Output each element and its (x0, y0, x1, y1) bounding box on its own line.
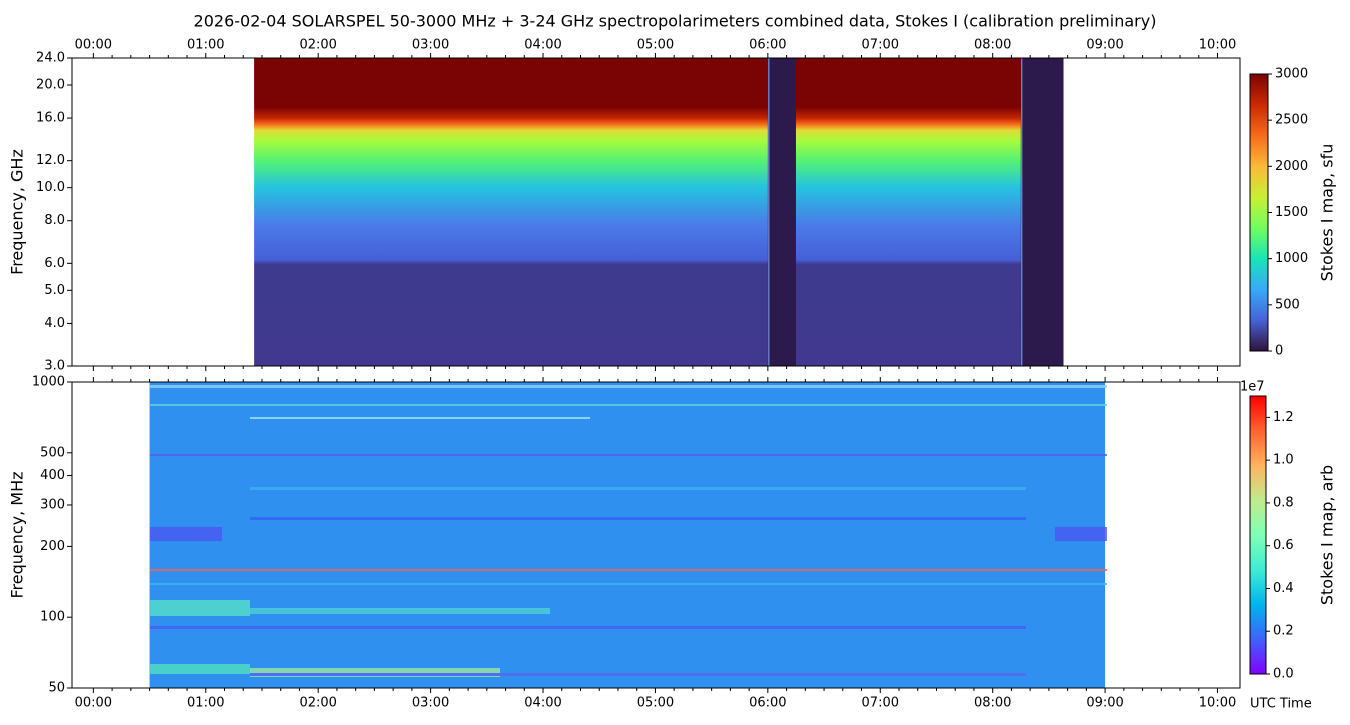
colorbar-tick-label: 1500 (1275, 205, 1308, 220)
colorbar-tick-label: 1.0 (1273, 453, 1294, 468)
colorbar-label: Stokes I map, sfu (1318, 144, 1337, 282)
x-tick-label: 02:00 (299, 38, 336, 53)
x-tick-label: 09:00 (1086, 38, 1123, 53)
colorbar-tick-label: 0.4 (1273, 581, 1294, 596)
colorbar-tick-label: 0.8 (1273, 495, 1294, 510)
axes-frame (71, 381, 1241, 689)
colorbar-tick-label: 0.6 (1273, 538, 1294, 553)
y-tick-label: 20.0 (36, 78, 65, 93)
colorbar-tick-label: 1000 (1275, 251, 1308, 266)
x-tick-label: 05:00 (637, 38, 674, 53)
x-tick-label: 06:00 (749, 696, 786, 711)
y-tick-label: 50 (48, 681, 65, 696)
y-tick-label: 4.0 (44, 316, 65, 331)
data-gap (767, 58, 796, 366)
colorbar-label: Stokes I map, arb (1318, 465, 1337, 605)
colorbar-offset: 1e7 (1240, 380, 1265, 395)
x-tick-label: 00:00 (75, 38, 112, 53)
x-tick-label: 02:00 (299, 696, 336, 711)
x-tick-label: 04:00 (524, 38, 561, 53)
x-tick-label: 08:00 (974, 38, 1011, 53)
x-tick-label: 03:00 (412, 38, 449, 53)
colorbar-tick-label: 0.0 (1273, 667, 1294, 682)
spectrogram (149, 382, 1106, 688)
spectrogram (254, 58, 1064, 366)
chart-title: 2026-02-04 SOLARSPEL 50-3000 MHz + 3-24 … (194, 12, 1157, 31)
colorbar-tick-label: 2000 (1275, 159, 1308, 174)
y-tick-label: 200 (40, 539, 65, 554)
axes-frame (71, 57, 1241, 367)
colorbar-tick-label: 0 (1275, 344, 1283, 359)
y-axis-label: Frequency, MHz (8, 471, 27, 598)
y-tick-label: 12.0 (36, 153, 65, 168)
y-tick-label: 400 (40, 468, 65, 483)
y-tick-label: 3.0 (44, 359, 65, 374)
x-tick-label: 00:00 (75, 696, 112, 711)
x-tick-label: 07:00 (862, 38, 899, 53)
colorbar-tick-label: 500 (1275, 297, 1300, 312)
y-tick-label: 6.0 (44, 256, 65, 271)
y-tick-label: 100 (40, 610, 65, 625)
y-tick-label: 1000 (32, 375, 65, 390)
y-tick-label: 10.0 (36, 180, 65, 195)
x-tick-label: 01:00 (187, 38, 224, 53)
y-tick-label: 16.0 (36, 111, 65, 126)
colorbar-tick-label: 0.2 (1273, 624, 1294, 639)
data-gap (1020, 58, 1064, 366)
x-tick-label: 04:00 (524, 696, 561, 711)
x-tick-label: 07:00 (862, 696, 899, 711)
colorbar (1249, 73, 1269, 352)
x-tick-label: 01:00 (187, 696, 224, 711)
x-tick-label: 09:00 (1086, 696, 1123, 711)
colorbar-tick-label: 3000 (1275, 67, 1308, 82)
y-tick-label: 5.0 (44, 283, 65, 298)
colorbar-tick-label: 1.2 (1273, 410, 1294, 425)
x-tick-label: 10:00 (1199, 38, 1236, 53)
x-axis-label: UTC Time (1250, 697, 1312, 712)
x-tick-label: 08:00 (974, 696, 1011, 711)
y-tick-label: 8.0 (44, 213, 65, 228)
y-tick-label: 300 (40, 497, 65, 512)
spectrum-texture (150, 385, 1107, 677)
y-tick-label: 500 (40, 445, 65, 460)
y-tick-label: 24.0 (36, 51, 65, 66)
y-axis-label: Frequency, GHz (8, 149, 27, 275)
colorbar (1249, 395, 1267, 675)
colorbar-tick-label: 2500 (1275, 113, 1308, 128)
x-tick-label: 03:00 (412, 696, 449, 711)
x-tick-label: 10:00 (1199, 696, 1236, 711)
x-tick-label: 06:00 (749, 38, 786, 53)
x-tick-label: 05:00 (637, 696, 674, 711)
